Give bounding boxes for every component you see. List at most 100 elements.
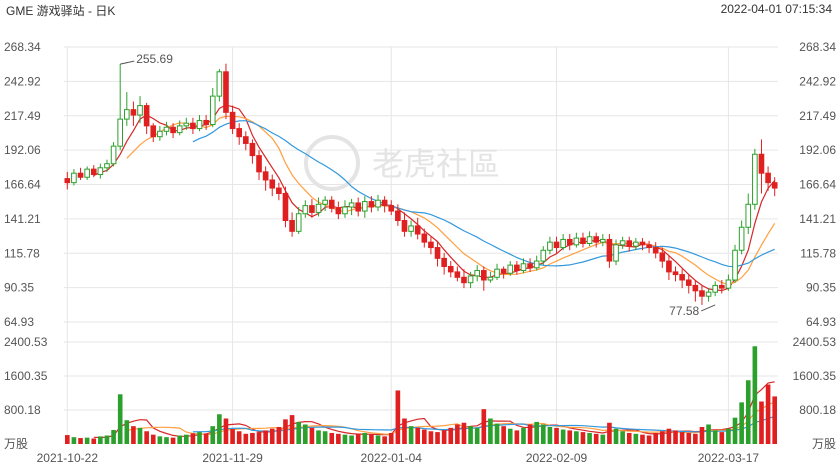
volume-bar: [560, 429, 566, 444]
candle-body: [480, 270, 487, 281]
candle-body: [705, 291, 712, 297]
volume-bar: [540, 424, 546, 444]
y-tick-label-right: 90.35: [806, 281, 836, 295]
candle-body: [500, 268, 507, 274]
candle: [328, 196, 335, 213]
candle-body: [725, 279, 732, 289]
volume-bar: [441, 430, 447, 444]
candle-body: [487, 276, 494, 281]
candle-body: [309, 205, 315, 213]
y-tick-label-left: 217.49: [4, 109, 41, 123]
candle-body: [679, 274, 685, 281]
volume-bar: [474, 427, 480, 444]
volume-bar: [593, 433, 599, 444]
candle: [256, 150, 262, 180]
volume-bar: [243, 433, 249, 444]
candle-body: [282, 192, 289, 222]
candle: [467, 271, 474, 289]
candle-body: [315, 203, 322, 213]
candle-body: [176, 125, 183, 134]
candle-body: [533, 260, 540, 269]
candle-body: [613, 244, 619, 262]
candle: [626, 236, 633, 252]
candle: [269, 174, 276, 197]
y-tick-label-left: 64.93: [4, 315, 34, 329]
y-tick-label-right: 268.34: [799, 40, 836, 54]
y-tick-label-left: 141.21: [4, 212, 41, 226]
volume-bar: [84, 437, 90, 444]
y-tick-label-right: 217.49: [799, 109, 836, 123]
candle: [652, 242, 659, 259]
volume-bar: [131, 426, 136, 444]
y-tick-label-right: 64.93: [806, 315, 836, 329]
candle-body: [249, 142, 256, 157]
volume-bar: [369, 434, 374, 444]
candle-body: [190, 122, 196, 130]
annotation-label: 255.69: [136, 52, 173, 66]
candle-body: [216, 71, 223, 97]
candle-body: [97, 167, 104, 176]
candle-body: [540, 249, 547, 262]
volume-bar: [712, 430, 718, 444]
candle: [401, 212, 408, 237]
volume-bar: [521, 427, 526, 444]
volume-bar: [507, 428, 513, 444]
candle: [692, 279, 699, 302]
ma-line-10: [126, 115, 776, 286]
volume-bar: [494, 423, 500, 444]
volume-bar: [679, 432, 685, 444]
candle-body: [256, 155, 262, 173]
candle: [500, 266, 507, 279]
y-tick-label-right: 166.64: [799, 178, 836, 192]
candle: [712, 281, 719, 297]
candle: [520, 258, 527, 274]
vol-tick-label-right: 万股: [812, 437, 836, 451]
volume-bar: [646, 435, 652, 444]
candle: [104, 159, 110, 172]
candle: [646, 240, 652, 253]
vol-tick-label-left: 1600.35: [4, 369, 48, 383]
candle-body: [388, 205, 395, 212]
candle: [507, 261, 514, 276]
volume-bar: [620, 431, 625, 444]
candle: [309, 198, 315, 218]
candle-body: [157, 130, 163, 138]
volume-bar: [448, 427, 454, 444]
candle-body: [137, 105, 143, 116]
candle: [408, 220, 414, 237]
candle: [229, 105, 236, 134]
candle-body: [573, 237, 580, 246]
chart-title: GME 游戏驿站 - 日K: [6, 4, 116, 18]
candle-body: [117, 118, 124, 147]
candle-body: [447, 265, 454, 273]
candle: [242, 131, 249, 151]
candle-body: [646, 244, 652, 249]
volume-bar: [408, 426, 414, 444]
candle-body: [593, 236, 600, 243]
candle: [302, 200, 309, 218]
x-tick-label: 2021-11-29: [202, 451, 263, 465]
volume-bar: [659, 431, 665, 444]
candle-body: [242, 136, 249, 144]
volume-bar: [640, 434, 645, 444]
candle: [752, 148, 758, 210]
candle-body: [183, 122, 190, 127]
candle-body: [666, 260, 672, 273]
volume-bar: [699, 427, 705, 444]
volume-bar: [322, 431, 328, 444]
volume-bar: [309, 427, 315, 444]
candle: [176, 120, 183, 136]
volume-bar: [137, 427, 143, 444]
candle: [659, 247, 666, 268]
candle: [672, 266, 679, 282]
y-tick-label-left: 90.35: [4, 281, 34, 295]
candle: [428, 236, 434, 255]
candle: [216, 69, 223, 102]
candle-body: [699, 290, 705, 297]
candle-body: [758, 153, 765, 174]
candle: [289, 212, 295, 237]
candle: [282, 186, 289, 228]
volume-bar: [269, 428, 275, 444]
x-tick-label: 2022-02-09: [526, 451, 588, 465]
